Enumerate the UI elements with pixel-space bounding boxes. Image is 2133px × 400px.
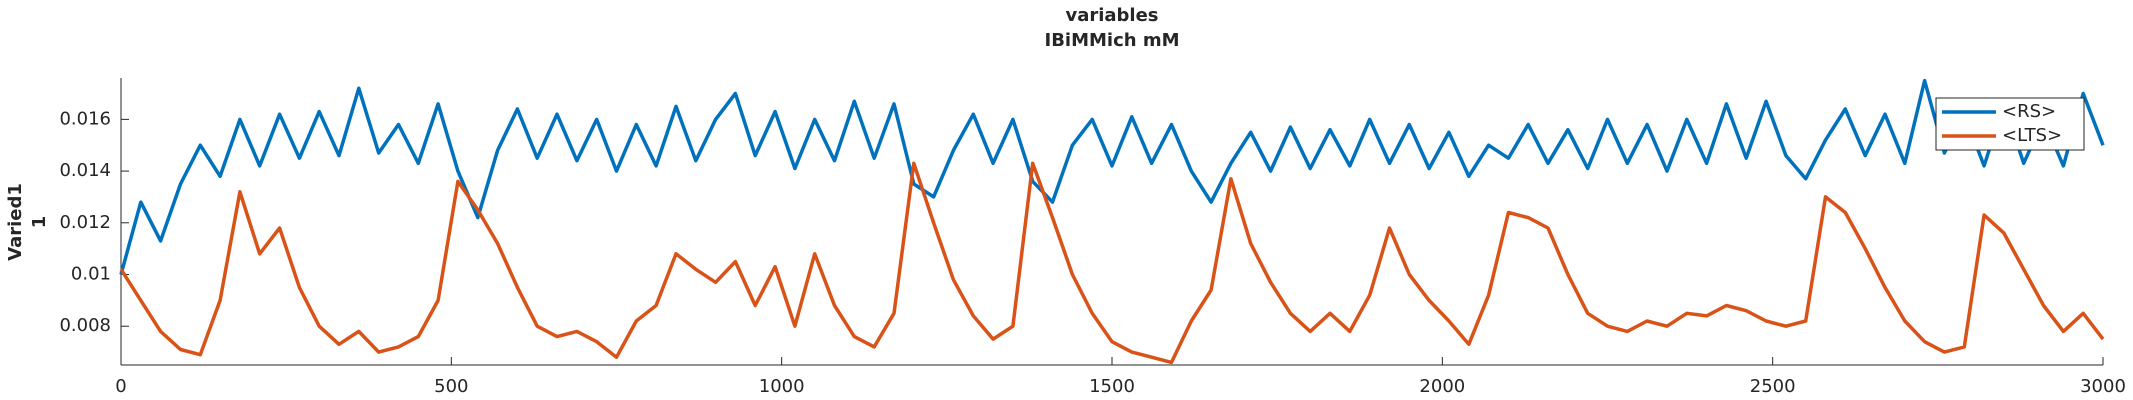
chart-title: variables [1065, 5, 1158, 26]
y-tick-label: 0.01 [71, 264, 111, 285]
x-tick-label: 0 [115, 376, 126, 397]
chart-subtitle: IBiMMich mM [1045, 30, 1180, 51]
x-tick-label: 1500 [1089, 376, 1135, 397]
legend-box [1935, 97, 2085, 151]
y-axis-label: Varied1 [5, 183, 26, 261]
x-tick-label: 2500 [1750, 376, 1796, 397]
y-tick-label: 0.016 [59, 108, 111, 129]
series-line [119, 161, 2105, 365]
legend-label: <LTS> [2002, 125, 2062, 146]
series-line [119, 78, 2105, 275]
x-tick-label: 500 [434, 376, 468, 397]
legend-label: <RS> [2002, 101, 2056, 122]
x-tick-label: 3000 [2080, 376, 2126, 397]
x-tick-label: 2000 [1419, 376, 1465, 397]
y-axis-label: 1 [29, 216, 50, 229]
x-tick-label: 1000 [759, 376, 805, 397]
y-tick-label: 0.008 [59, 315, 111, 336]
y-tick-label: 0.014 [59, 160, 111, 181]
y-tick-label: 0.012 [59, 212, 111, 233]
